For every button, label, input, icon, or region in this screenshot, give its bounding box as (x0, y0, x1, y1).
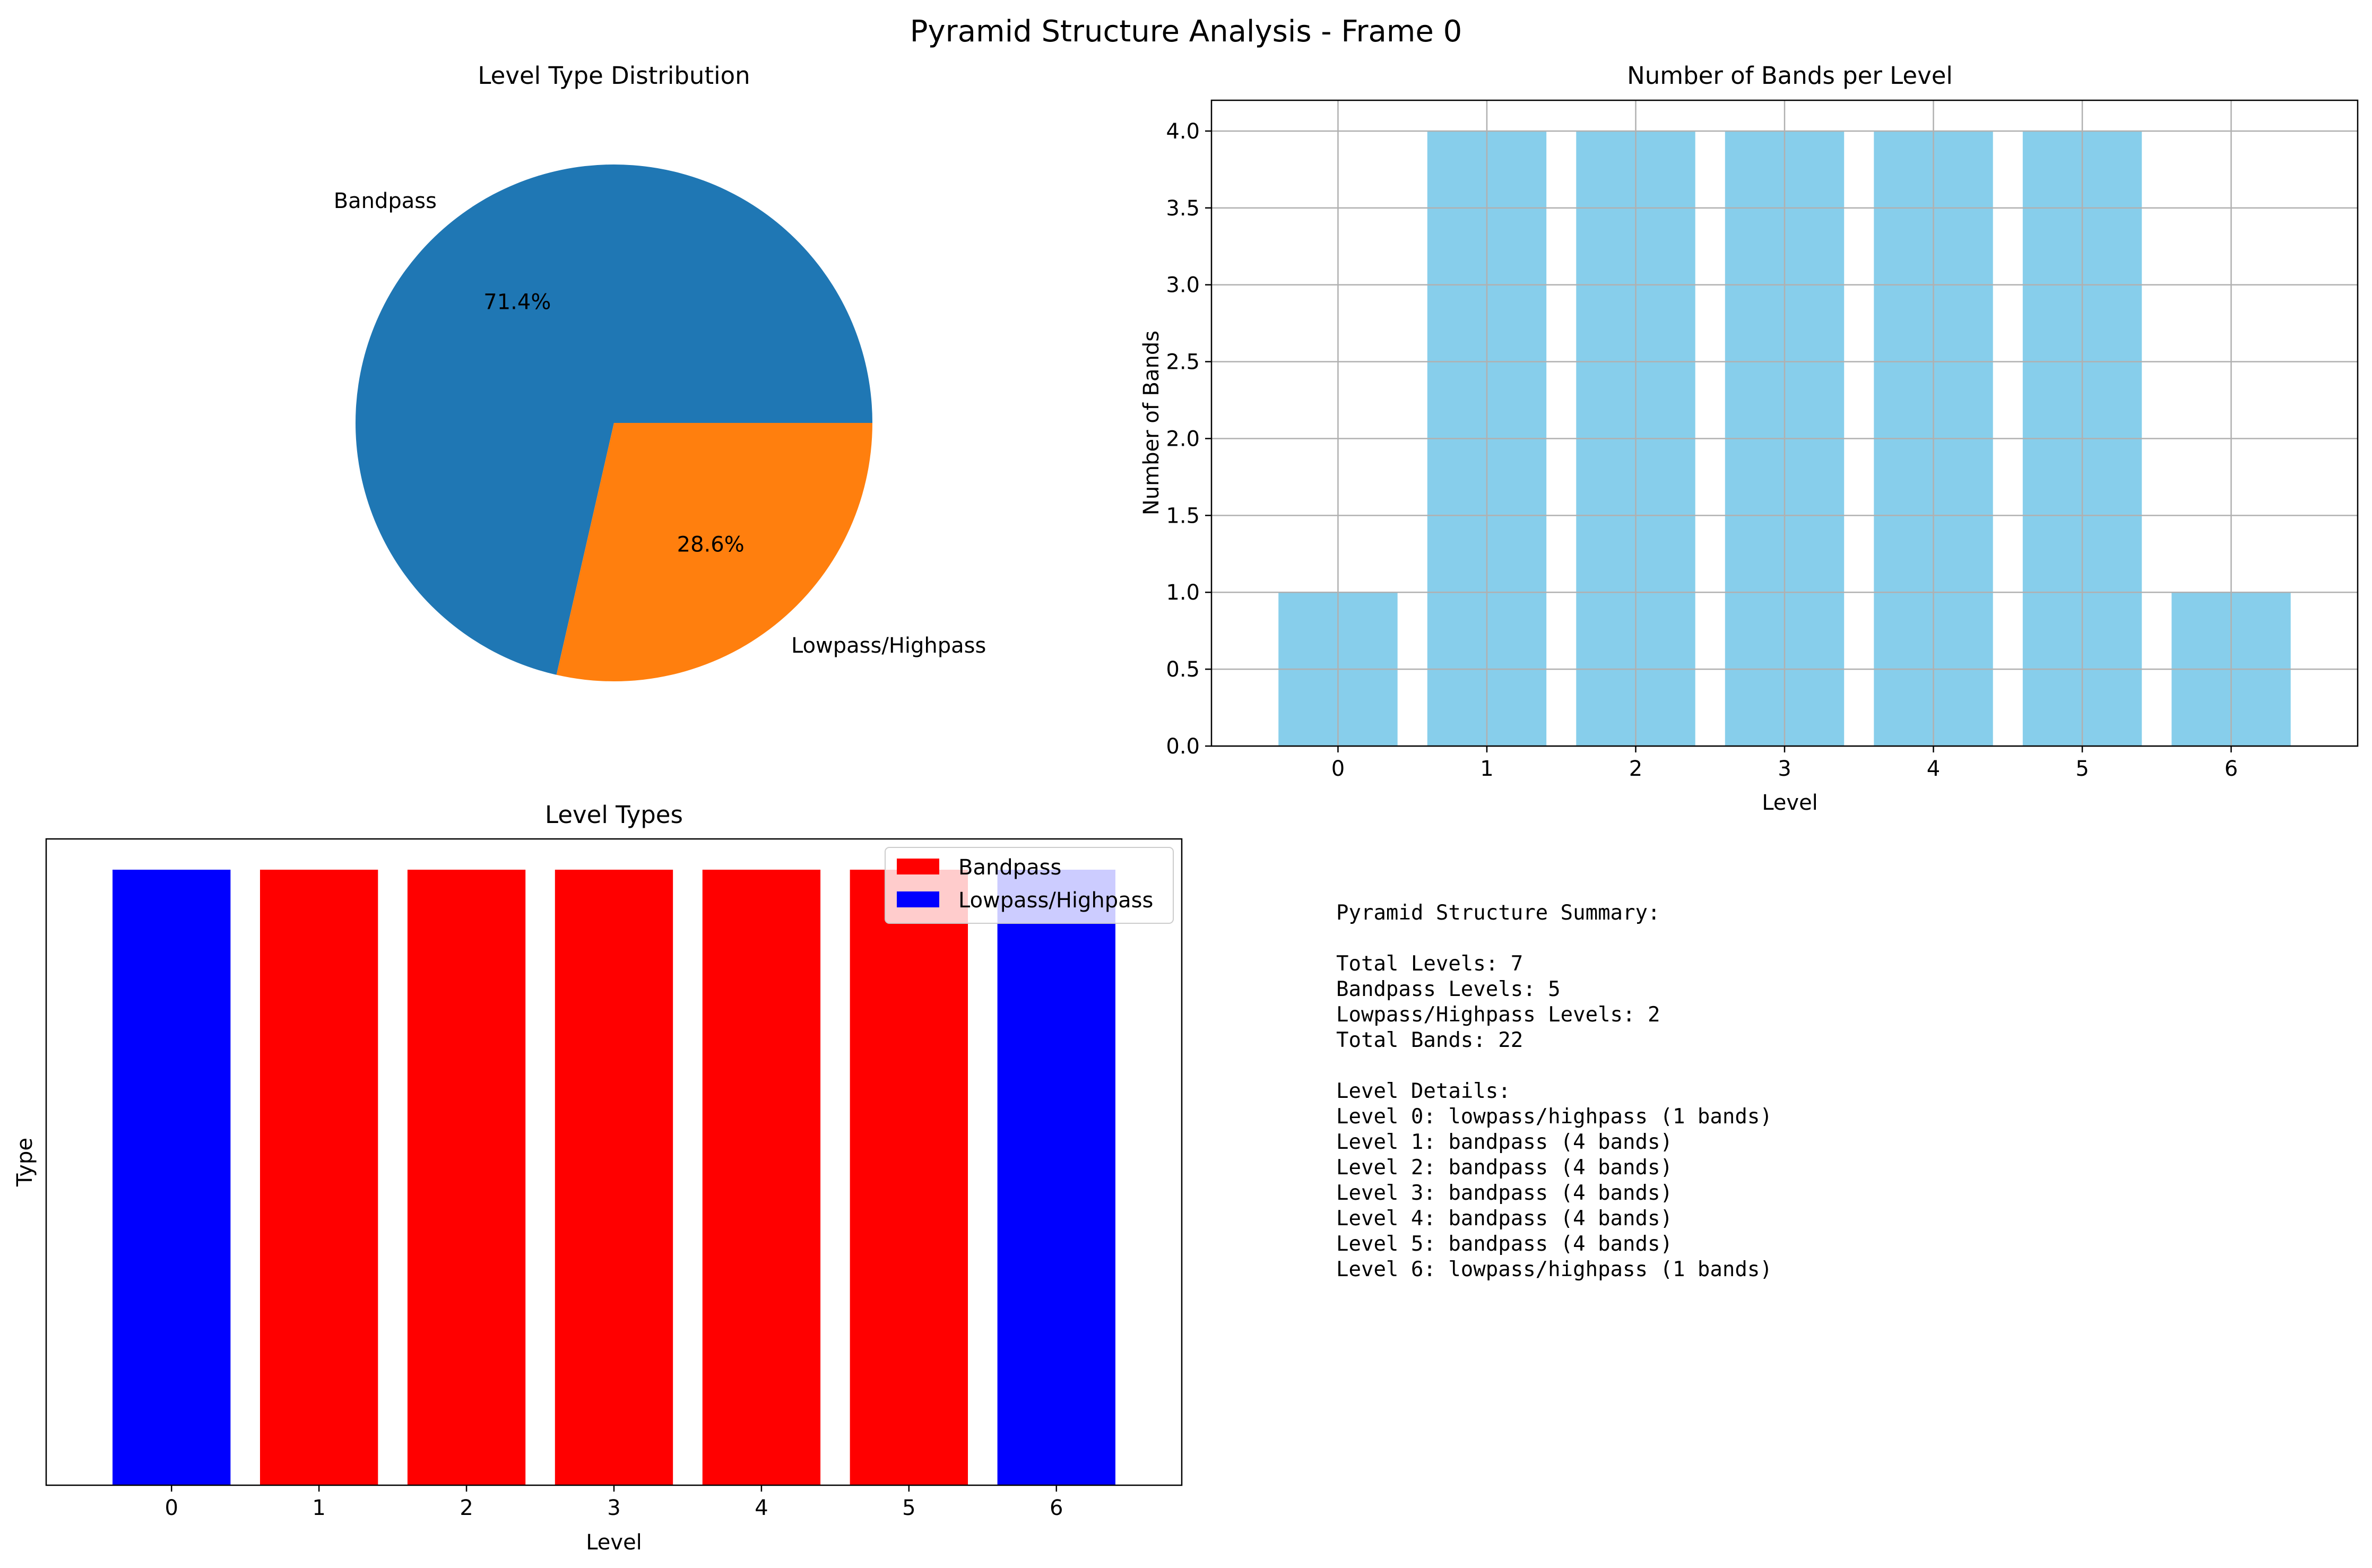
summary-line: Bandpass Levels: 5 (1336, 977, 1561, 1001)
summary-line: Level 0: lowpass/highpass (1 bands) (1336, 1105, 1772, 1129)
types-ylabel: Type (13, 1138, 37, 1187)
types-bar-level-5 (850, 870, 968, 1485)
bands-ytick-label: 1.5 (1166, 504, 1200, 528)
pie-label-lowpass-highpass: Lowpass/Highpass (791, 634, 986, 658)
bands-xtick-label: 0 (1331, 757, 1345, 781)
summary-line: Total Bands: 22 (1336, 1028, 1523, 1052)
types-bar-level-1 (259, 870, 378, 1485)
legend-label-lowpass-highpass: Lowpass/Highpass (958, 888, 1153, 913)
pie-slice-lowpass-highpass (556, 423, 872, 681)
bands-ytick-label: 0.0 (1166, 734, 1200, 759)
legend-swatch-lowpass-highpass (897, 891, 939, 907)
bands-ylabel: Number of Bands (1139, 331, 1164, 515)
bands-xtick-label: 5 (2075, 757, 2089, 781)
types-xtick-label: 5 (902, 1496, 915, 1520)
types-xtick-label: 6 (1050, 1496, 1063, 1520)
legend-label-bandpass: Bandpass (958, 855, 1061, 880)
bands-ytick-label: 2.0 (1166, 427, 1200, 451)
pie-label-bandpass: Bandpass (334, 189, 437, 213)
bands-ytick-label: 4.0 (1166, 119, 1200, 144)
summary-line: Level 2: bandpass (4 bands) (1336, 1156, 1673, 1180)
bands-ytick-label: 3.0 (1166, 273, 1200, 298)
types-bar-level-3 (555, 870, 673, 1485)
pie-percent-bandpass: 71.4% (483, 290, 551, 315)
summary-line: Total Levels: 7 (1336, 952, 1523, 976)
bands-xtick-label: 6 (2224, 757, 2238, 781)
summary-line: Level 5: bandpass (4 bands) (1336, 1232, 1673, 1256)
bands-xtick-label: 1 (1480, 757, 1493, 781)
types-xtick-label: 1 (312, 1496, 325, 1520)
types-legend: Bandpass Lowpass/Highpass (885, 847, 1174, 924)
summary-line: Level 3: bandpass (4 bands) (1336, 1181, 1673, 1205)
types-xlabel: Level (586, 1530, 642, 1555)
pie-percent-lowpass-highpass: 28.6% (677, 532, 745, 557)
pie-slice-bandpass (356, 164, 872, 675)
pie-chart-level-type-distribution: Level Type Distribution Bandpass 71.4% Low… (334, 62, 986, 681)
summary-line: Level 4: bandpass (4 bands) (1336, 1207, 1673, 1231)
bands-ytick-label: 2.5 (1166, 350, 1200, 375)
bands-xtick-label: 4 (1927, 757, 1940, 781)
types-bar-level-6 (997, 870, 1115, 1485)
legend-swatch-bandpass (897, 859, 939, 874)
bar-chart-bands-per-level: Number of Bands per Level 0 1 2 3 4 5 6 0.0 0.5 1… (1139, 62, 2359, 815)
bands-xtick-label: 2 (1629, 757, 1642, 781)
summary-line: Pyramid Structure Summary: (1336, 901, 1660, 925)
pie-title: Level Type Distribution (478, 62, 750, 90)
figure-title: Pyramid Structure Analysis - Frame 0 (910, 14, 1462, 49)
legend-box (885, 847, 1174, 924)
types-xtick-label: 0 (165, 1496, 178, 1520)
summary-line: Level 1: bandpass (4 bands) (1336, 1130, 1673, 1154)
summary-line: Lowpass/Highpass Levels: 2 (1336, 1003, 1660, 1027)
types-bar-level-2 (407, 870, 526, 1485)
summary-line: Level 6: lowpass/highpass (1 bands) (1336, 1258, 1772, 1281)
summary-text-block: Pyramid Structure Summary: Total Levels:… (1336, 901, 1772, 1281)
bands-ytick-label: 1.0 (1166, 581, 1200, 605)
types-bar-level-0 (112, 870, 231, 1485)
summary-line: Level Details: (1336, 1079, 1511, 1103)
bands-xlabel: Level (1762, 791, 1818, 815)
bands-xtick-label: 3 (1778, 757, 1791, 781)
bar-chart-level-types: Level Types 0 1 2 3 4 5 6 Level Type Bandpass … (13, 801, 1183, 1555)
bands-title: Number of Bands per Level (1627, 62, 1953, 90)
bands-ytick-label: 0.5 (1166, 657, 1200, 682)
types-xtick-label: 4 (755, 1496, 768, 1520)
types-title: Level Types (545, 801, 683, 829)
bands-ytick-label: 3.5 (1166, 196, 1200, 221)
types-xtick-label: 3 (607, 1496, 620, 1520)
types-xtick-label: 2 (460, 1496, 473, 1520)
types-bar-level-4 (702, 870, 821, 1485)
